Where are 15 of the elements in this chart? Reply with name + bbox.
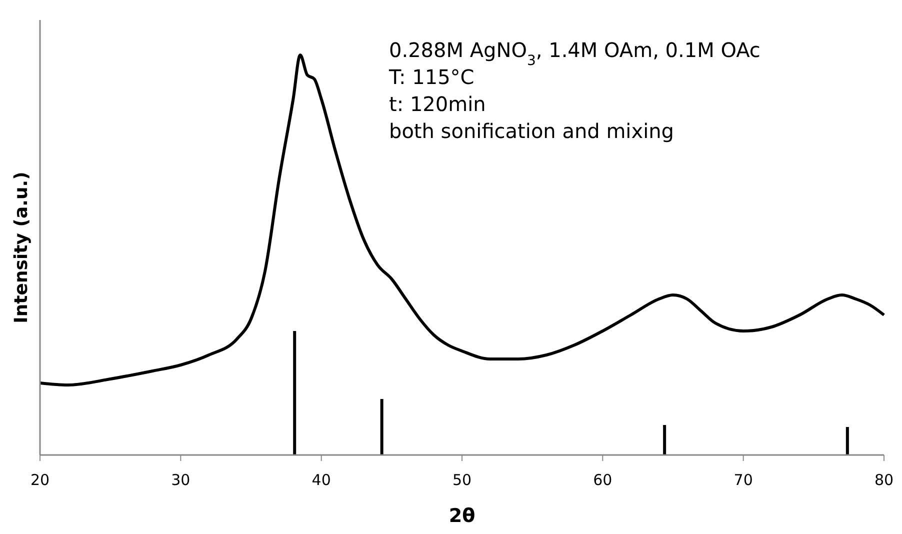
bar — [663, 425, 666, 455]
x-tick-label: 30 — [171, 471, 190, 489]
y-axis-title: Intensity (a.u.) — [11, 172, 32, 324]
x-tick-label: 20 — [30, 471, 50, 489]
bar — [846, 427, 849, 455]
x-tick-label: 60 — [593, 471, 612, 489]
x-tick-label: 40 — [312, 471, 331, 489]
x-tick-label: 70 — [734, 471, 753, 489]
bar — [293, 331, 296, 455]
x-tick-label: 50 — [452, 471, 472, 489]
x-tick-label: 80 — [874, 471, 894, 489]
annotation: both sonification and mixing — [389, 119, 674, 143]
annotation: t: 120min — [389, 92, 486, 116]
bar — [380, 399, 384, 455]
x-axis-title: 2θ — [448, 505, 476, 527]
